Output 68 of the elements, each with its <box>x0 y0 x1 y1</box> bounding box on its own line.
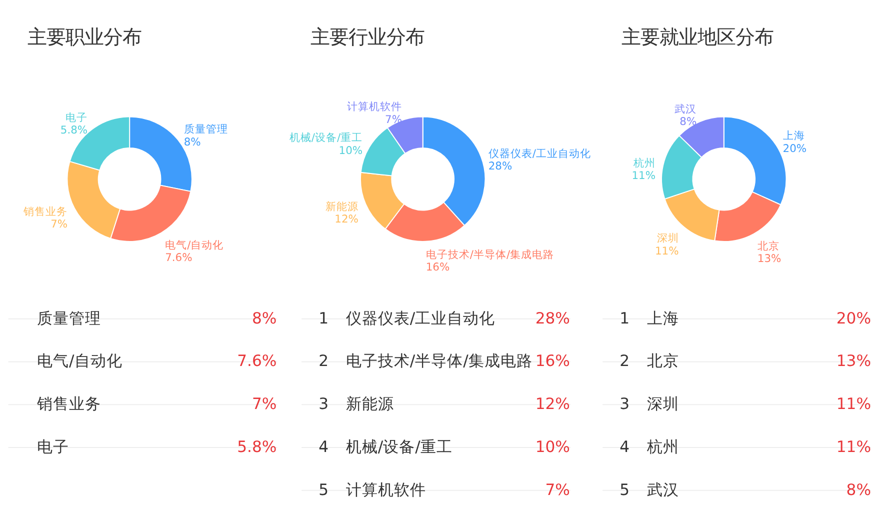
text: 16% <box>535 352 570 370</box>
text: 1 <box>318 309 329 328</box>
slice-label: 销售业务 <box>22 204 68 218</box>
text: 12% <box>535 395 570 414</box>
category-label: 质量管理 <box>37 309 102 328</box>
category-label: 武汉 <box>646 480 679 499</box>
text: 2 <box>318 352 329 370</box>
slice-label: 上海 <box>782 129 805 142</box>
chart-title: 主要职业分布 <box>27 26 142 49</box>
slice-label: 计算机软件 <box>347 100 402 114</box>
text: 2 <box>620 352 630 370</box>
chart-title: 主要就业地区分布 <box>622 26 774 49</box>
category-label: 电子技术/半导体/集成电路 <box>346 352 532 370</box>
text: 7% <box>252 395 277 414</box>
slice-label: 仪器仪表/工业自动化 <box>488 146 591 160</box>
data-label: 16% <box>426 260 450 274</box>
slice-label: 深圳 <box>656 232 679 245</box>
slice-label: 电气/自动化 <box>165 238 224 252</box>
category-label: 仪器仪表/工业自动化 <box>346 309 496 328</box>
text: 4 <box>620 438 630 456</box>
text: 13% <box>836 352 871 370</box>
text: 11% <box>836 438 871 456</box>
category-label: 电气/自动化 <box>37 352 122 370</box>
text: 8% <box>846 480 871 499</box>
data-label: 11% <box>655 244 679 258</box>
category-label: 计算机软件 <box>346 480 426 499</box>
slice-label: 武汉 <box>674 102 697 116</box>
category-label: 北京 <box>646 352 679 370</box>
data-label: 8% <box>680 115 697 128</box>
text: 3 <box>318 395 329 414</box>
slice-label: 新能源 <box>325 200 358 213</box>
text: 5.8% <box>237 438 277 456</box>
category-label: 电子 <box>37 438 70 456</box>
text: 5 <box>620 480 630 499</box>
text: 5 <box>318 480 329 499</box>
data-label: 8% <box>184 135 201 148</box>
text: 28% <box>535 309 570 328</box>
text: 1 <box>620 309 630 328</box>
text: 8% <box>252 309 277 328</box>
data-label: 13% <box>757 252 782 266</box>
slice-label: 质量管理 <box>184 122 228 136</box>
category-label: 机械/设备/重工 <box>346 438 452 456</box>
category-label: 销售业务 <box>37 395 102 414</box>
category-label: 杭州 <box>646 438 679 456</box>
text: 20% <box>836 309 871 328</box>
slice-label: 电子 <box>66 110 88 124</box>
chart-title: 主要行业分布 <box>310 26 425 49</box>
slice-label: 杭州 <box>632 156 656 170</box>
text: 7% <box>545 480 570 499</box>
text: 4 <box>318 438 329 456</box>
text: 11% <box>836 395 871 414</box>
data-label: 28% <box>488 160 512 173</box>
text: 7.6% <box>237 352 277 370</box>
data-label: 7.6% <box>165 251 192 264</box>
slice-label: 电子技术/半导体/集成电路 <box>426 248 554 261</box>
data-label: 11% <box>632 169 656 182</box>
category-label: 深圳 <box>646 395 679 414</box>
data-label: 12% <box>334 212 358 226</box>
data-label: 7% <box>50 218 68 231</box>
data-label: 10% <box>338 144 363 157</box>
slice-label: 北京 <box>757 239 780 252</box>
category-label: 新能源 <box>346 395 394 414</box>
text: 10% <box>535 438 570 456</box>
text: 3 <box>620 395 630 414</box>
data-label: 20% <box>782 142 807 155</box>
category-label: 上海 <box>646 309 679 328</box>
data-label: 5.8% <box>60 124 88 137</box>
slice-label: 机械/设备/重工 <box>289 131 363 144</box>
